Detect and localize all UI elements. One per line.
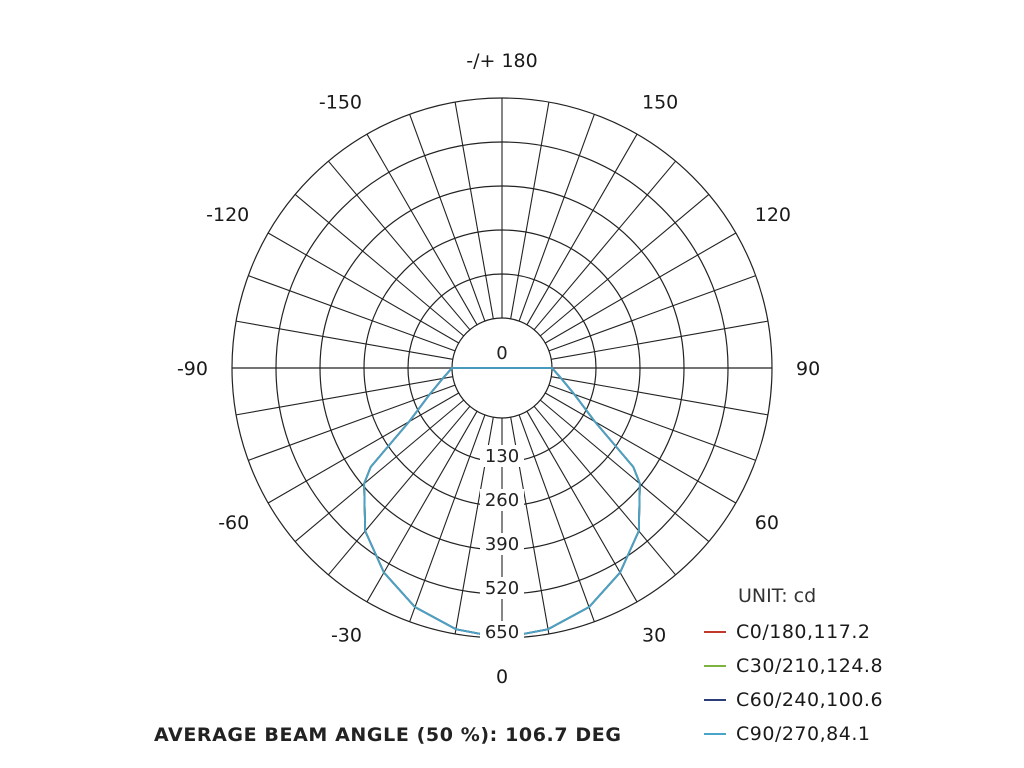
legend-item: C90/270,84.1 (704, 717, 1004, 751)
angle-tick-labels: -/+ 180 150 120 90 60 30 0 -30 -60 -90 -120 -150 (177, 50, 820, 688)
grid-spoke (454, 102, 494, 319)
beam-angle-caption: AVERAGE BEAM ANGLE (50 %): 106.7 DEG (154, 724, 622, 746)
radial-tick-label: 650 (485, 622, 519, 643)
radial-label-bg (480, 577, 524, 599)
grid-spoke (510, 102, 550, 319)
grid-spoke (526, 411, 638, 603)
series-layer (363, 367, 641, 639)
angle-tick-label: -60 (218, 512, 249, 534)
grid-spoke (409, 114, 486, 322)
series-curve-3 (363, 367, 641, 639)
grid-spoke (328, 405, 471, 576)
grid-spoke (533, 405, 676, 576)
grid-spoke (409, 414, 486, 622)
angle-tick-label: 30 (642, 625, 666, 647)
grid-spoke (545, 232, 737, 344)
legend-swatch (704, 631, 726, 633)
grid-spoke (526, 133, 638, 325)
angle-tick-label: -30 (331, 625, 362, 647)
radial-tick-label: 520 (485, 578, 519, 599)
grid-spoke (294, 194, 465, 337)
radial-label-bg (480, 621, 524, 643)
radial-tick-label: 0 (496, 343, 507, 364)
grid-spoke (545, 392, 737, 504)
angle-tick-label: 150 (642, 91, 678, 113)
grid-spoke (267, 392, 459, 504)
legend-label: C0/180,117.2 (736, 621, 871, 643)
grid-spoke (328, 160, 471, 331)
legend: UNIT: cd C0/180,117.2 C30/210,124.8 C60/24… (704, 585, 1004, 751)
legend-swatch (704, 699, 726, 701)
angle-tick-label: 120 (755, 204, 791, 226)
grid-spoke (533, 160, 676, 331)
grid-spoke (366, 133, 478, 325)
grid-spoke (236, 376, 453, 416)
grid-spoke (267, 232, 459, 344)
unit-label: UNIT: cd (738, 585, 817, 607)
angle-tick-label: -/+ 180 (466, 50, 537, 72)
grid-spoke (236, 320, 453, 360)
angle-tick-label: -90 (177, 358, 208, 380)
radial-tick-label: 390 (485, 534, 519, 555)
grid-spoke (518, 414, 595, 622)
legend-swatch (704, 665, 726, 667)
grid-spoke (539, 399, 710, 542)
grid-spoke (248, 275, 456, 352)
legend-label: C30/210,124.8 (736, 655, 884, 677)
grid-spoke (248, 384, 456, 461)
grid-spoke (548, 384, 756, 461)
radial-tick-label: 130 (485, 446, 519, 467)
grid-spoke (551, 376, 768, 416)
angle-tick-label: -120 (206, 204, 249, 226)
radial-label-bg (492, 342, 512, 364)
legend-items: C0/180,117.2 C30/210,124.8 C60/240,100.6 C9… (704, 615, 1004, 751)
grid-spoke (548, 275, 756, 352)
grid-spoke (366, 411, 478, 603)
radial-label-bg (480, 445, 524, 467)
legend-label: C60/240,100.6 (736, 689, 884, 711)
legend-swatch (704, 733, 726, 735)
legend-label: C90/270,84.1 (736, 723, 871, 745)
grid-spoke (294, 399, 465, 542)
grid-spoke (539, 194, 710, 337)
angle-tick-label: 0 (496, 666, 508, 688)
legend-item: C60/240,100.6 (704, 683, 1004, 717)
radial-tick-label: 260 (485, 490, 519, 511)
radial-tick-labels: 0 130 260 390 520 650 (480, 342, 524, 643)
radial-label-bg (480, 489, 524, 511)
legend-item: C0/180,117.2 (704, 615, 1004, 649)
angle-tick-label: 60 (755, 512, 779, 534)
grid-spoke (551, 320, 768, 360)
radial-label-bg (480, 533, 524, 555)
angle-tick-label: 90 (796, 358, 820, 380)
angle-tick-label: -150 (319, 91, 362, 113)
legend-item: C30/210,124.8 (704, 649, 1004, 683)
grid-spoke (518, 114, 595, 322)
